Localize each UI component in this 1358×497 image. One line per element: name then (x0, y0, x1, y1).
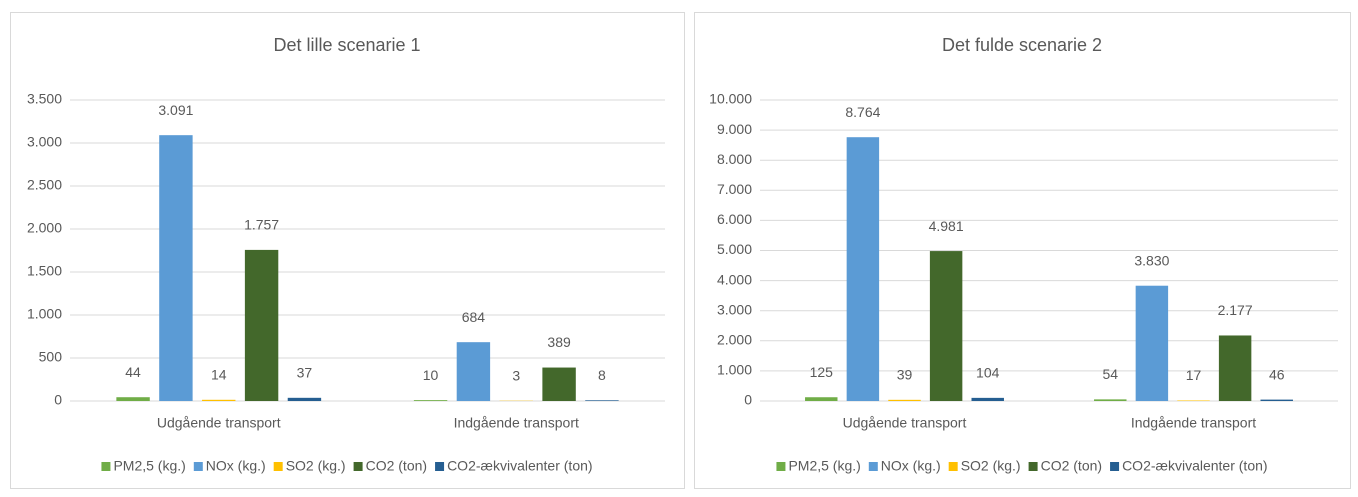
legend-label: NOx (kg.) (881, 458, 941, 474)
legend-label: SO2 (kg.) (286, 458, 346, 474)
bar (585, 400, 619, 401)
value-label: 684 (462, 309, 486, 325)
x-tick-label: Indgående transport (1131, 415, 1256, 431)
y-tick-label: 10.000 (709, 91, 752, 107)
value-label: 3 (512, 367, 520, 383)
legend-label: NOx (kg.) (206, 458, 266, 474)
legend-label: CO2 (ton) (1041, 458, 1102, 474)
value-label: 8 (598, 367, 606, 383)
y-tick-label: 8.000 (717, 151, 752, 167)
legend-swatch (101, 462, 111, 471)
chart-title: Det lille scenarie 1 (273, 35, 420, 55)
y-tick-label: 0 (744, 392, 752, 408)
legend-swatch (1028, 462, 1038, 471)
legend-label: CO2 (ton) (366, 458, 427, 474)
y-tick-label: 2.500 (27, 177, 62, 193)
y-tick-label: 9.000 (717, 121, 752, 137)
legend-swatch (868, 462, 878, 471)
y-tick-label: 5.000 (717, 241, 752, 257)
chart-title: Det fulde scenarie 2 (942, 35, 1102, 55)
legend-swatch (353, 462, 363, 471)
bar (159, 135, 193, 401)
value-label: 46 (1269, 366, 1285, 382)
bar (244, 249, 279, 401)
value-label: 44 (125, 364, 141, 380)
chart-frame (10, 12, 685, 489)
value-label: 1.757 (244, 217, 279, 233)
bar (846, 137, 880, 401)
bar (1260, 399, 1293, 401)
value-label: 54 (1102, 366, 1118, 382)
bar (1094, 399, 1127, 401)
bar (456, 342, 491, 401)
y-tick-label: 1.000 (717, 362, 752, 378)
legend-swatch (273, 462, 283, 471)
value-label: 3.091 (158, 102, 193, 118)
bar (1135, 285, 1169, 401)
bar (413, 400, 448, 401)
value-label: 37 (297, 365, 313, 381)
x-tick-label: Udgående transport (843, 415, 967, 431)
y-tick-label: 500 (39, 349, 63, 365)
bar (116, 397, 150, 401)
value-label: 10 (423, 367, 439, 383)
y-tick-label: 1.000 (27, 306, 62, 322)
value-label: 125 (810, 364, 834, 380)
value-label: 17 (1186, 367, 1202, 383)
y-tick-label: 3.500 (27, 91, 62, 107)
y-tick-label: 3.000 (27, 134, 62, 150)
bar (287, 397, 322, 401)
y-tick-label: 2.000 (717, 332, 752, 348)
legend-swatch (1110, 462, 1120, 471)
bar (1177, 400, 1210, 401)
legend-label: CO2-ækvivalenter (ton) (447, 458, 593, 474)
bar (1218, 335, 1252, 401)
value-label: 4.981 (929, 218, 964, 234)
value-label: 104 (976, 365, 1000, 381)
bar (971, 397, 1004, 401)
legend-label: SO2 (kg.) (961, 458, 1021, 474)
bar (805, 397, 838, 401)
value-label: 8.764 (845, 104, 880, 120)
value-label: 389 (547, 334, 571, 350)
bar (888, 399, 921, 401)
legend-swatch (435, 462, 445, 471)
x-tick-label: Indgående transport (454, 415, 579, 431)
legend-label: PM2,5 (kg.) (788, 458, 860, 474)
x-tick-label: Udgående transport (157, 415, 281, 431)
bar (542, 367, 576, 401)
value-label: 14 (211, 366, 227, 382)
value-label: 39 (897, 367, 913, 383)
y-tick-label: 0 (54, 392, 62, 408)
legend-swatch (776, 462, 786, 471)
y-tick-label: 2.000 (27, 220, 62, 236)
legend-label: PM2,5 (kg.) (113, 458, 185, 474)
y-tick-label: 4.000 (717, 271, 752, 287)
value-label: 3.830 (1134, 252, 1169, 268)
bar (202, 399, 236, 401)
legend-swatch (193, 462, 203, 471)
bar (929, 251, 963, 401)
y-tick-label: 3.000 (717, 301, 752, 317)
legend-label: CO2-ækvivalenter (ton) (1122, 458, 1268, 474)
legend-swatch (948, 462, 958, 471)
y-tick-label: 6.000 (717, 211, 752, 227)
y-tick-label: 1.500 (27, 263, 62, 279)
y-tick-label: 7.000 (717, 181, 752, 197)
value-label: 2.177 (1218, 302, 1253, 318)
